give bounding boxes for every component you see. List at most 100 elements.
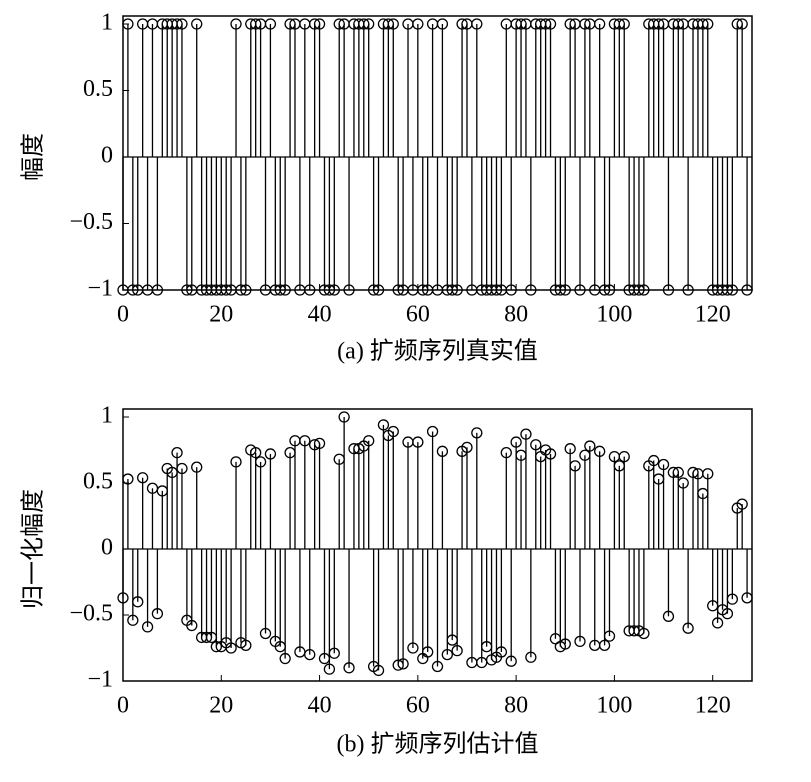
stem-marker [736,18,748,30]
stem-marker [323,663,336,675]
stem-marker [726,284,738,296]
stem-marker [264,18,277,30]
stem-marker [711,617,724,629]
stem-marker [677,477,689,489]
stem-marker [264,448,277,460]
stem-marker [240,284,252,296]
stem-marker [250,446,262,459]
stem-marker [441,648,453,661]
x-tick-label: 80 [504,693,528,719]
x-tick-label: 80 [504,302,528,328]
stem-marker [451,644,463,657]
stem-marker [343,284,355,296]
stem-marker [372,284,385,296]
stem-marker [299,435,311,447]
stem-marker [338,411,350,423]
y-tick-label: −0.5 [69,209,113,235]
stem-marker [638,284,650,296]
stem-marker [525,284,537,296]
stem-marker [412,18,424,30]
y-axis-label: 归一化幅度 [20,489,47,609]
stem-marker [638,627,650,640]
x-tick-label: 0 [117,693,129,719]
stem-marker [137,472,149,484]
stem-marker [603,630,616,642]
stem-marker [682,622,694,634]
stem-marker [122,473,134,485]
stem-marker [387,18,399,30]
stem-marker [662,284,675,296]
stem-marker [407,642,419,654]
stem-marker [721,608,734,620]
stem-marker [372,664,385,677]
stem-marker [594,18,606,30]
stem-marker [186,619,198,632]
stem-marker [500,446,512,459]
stem-marker [392,659,404,671]
x-tick-label: 60 [406,302,430,328]
stem-marker [702,468,714,480]
stem-marker [132,596,144,608]
x-tick-label: 40 [308,693,332,719]
stem-marker [141,621,154,633]
stem-marker [176,462,188,475]
stem-marker [672,466,684,479]
stem-marker [122,18,134,30]
y-tick-label: 0 [101,535,113,561]
stem-marker [259,627,272,640]
stem-marker [736,498,748,510]
stem-marker [574,635,586,648]
stem-marker [191,461,203,473]
x-tick-label: 120 [695,302,731,328]
stem-marker [225,642,237,654]
stem-marker [191,18,203,30]
x-tick-label: 20 [209,302,233,328]
x-tick-label: 60 [406,693,430,719]
stem-marker [171,446,183,459]
stem-marker [412,436,424,448]
stem-marker [662,610,675,622]
stem-marker [328,284,340,296]
stem-marker [313,18,326,30]
stem-marker [594,445,606,457]
x-tick-label: 40 [308,302,332,328]
stem-marker [240,639,252,652]
stem-marker [741,284,753,296]
x-tick-label: 100 [596,693,632,719]
stem-marker [436,445,449,457]
stem-marker [304,284,316,296]
stem-marker [363,18,375,30]
stem-marker [387,425,399,438]
stem-marker [279,284,291,296]
stem-marker [436,18,449,30]
stem-marker [363,435,375,447]
stem-marker [648,454,660,467]
stem-marker [254,456,267,468]
stem-marker [505,284,517,296]
y-axis-label: 幅度 [20,133,47,181]
stem-marker [726,593,738,605]
stem-marker [328,647,340,659]
stem-marker [569,460,581,472]
stem-marker [230,18,242,30]
stem-marker [574,284,586,296]
stem-marker [471,427,483,439]
stem-marker [279,652,291,665]
stem-marker [431,660,444,673]
x-axis-label: (a) 扩频序列真实值 [337,338,538,365]
stem-marker [564,443,576,455]
stem-marker [343,662,355,674]
y-tick-label: −1 [87,276,113,302]
stem-marker [151,608,164,620]
stem-marker [682,284,694,296]
stem-marker [505,655,517,667]
y-tick-label: 0.5 [83,469,113,495]
stem-marker [618,18,630,30]
stem-marker [520,428,532,440]
stem-marker [230,456,242,468]
stem-marker [525,651,537,663]
stem-marker [702,18,714,30]
y-tick-label: 0.5 [83,76,113,102]
stem-marker [584,440,596,452]
